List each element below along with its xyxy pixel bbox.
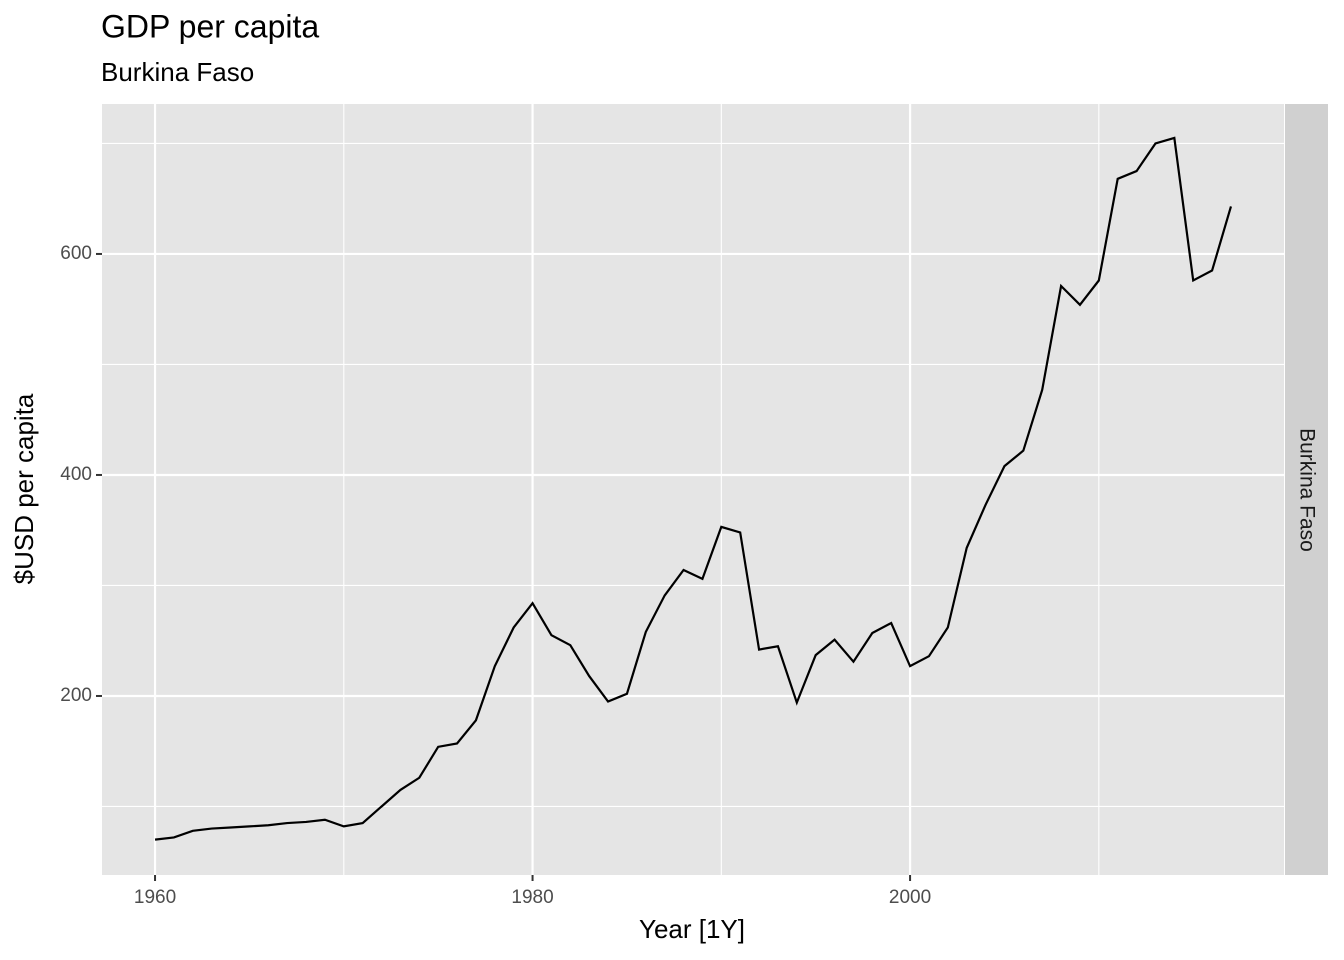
y-axis-title: $USD per capita: [9, 393, 39, 584]
y-tick-label: 400: [60, 464, 92, 485]
x-tick-label: 2000: [889, 887, 931, 908]
y-tick-label: 200: [60, 685, 92, 706]
chart-title: GDP per capita: [101, 8, 319, 44]
y-tick-label: 600: [60, 243, 92, 264]
facet-strip: [1285, 104, 1328, 875]
line: [154, 136, 1233, 841]
x-axis-title: Year [1Y]: [639, 914, 745, 944]
x-tick-label: 1980: [511, 887, 553, 908]
chart-subtitle: Burkina Faso: [101, 57, 254, 87]
facet-label: Burkina Faso: [1295, 428, 1318, 552]
panel: [102, 104, 1284, 875]
x-tick-label: 1960: [134, 887, 176, 908]
